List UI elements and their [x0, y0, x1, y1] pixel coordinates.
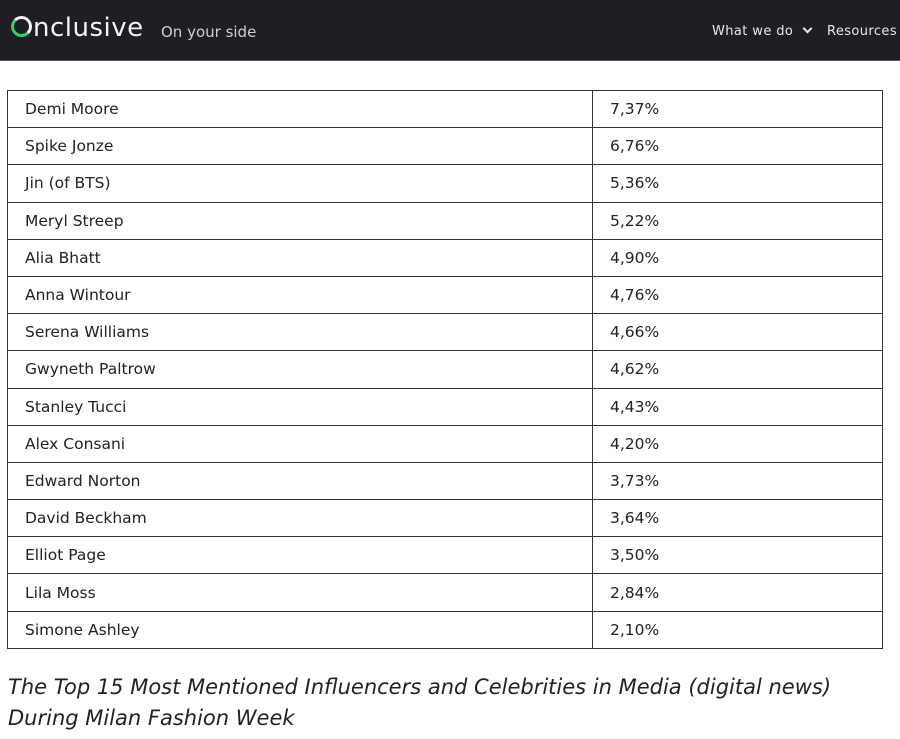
mention-share: 4,90% [592, 238, 883, 277]
celebrity-name: Elliot Page [7, 536, 593, 575]
mention-share: 2,10% [592, 610, 883, 649]
table-row: Elliot Page 3,50% [7, 536, 883, 575]
mention-share: 4,20% [592, 424, 883, 463]
nav-label: What we do [712, 24, 794, 39]
mention-share: 4,43% [592, 387, 883, 426]
table-row: Lila Moss 2,84% [7, 573, 883, 612]
celebrity-name: Spike Jonze [7, 127, 593, 166]
celebrity-name: Jin (of BTS) [7, 164, 593, 203]
table-caption: The Top 15 Most Mentioned Influencers an… [8, 675, 832, 730]
mention-share: 4,76% [592, 275, 883, 315]
table-row: Gwyneth Paltrow 4,62% [7, 350, 883, 389]
mention-share: 3,64% [592, 499, 883, 538]
celebrity-name: Serena Williams [7, 313, 593, 352]
logo-text: nclusive [33, 13, 144, 43]
table-row: Demi Moore 7,37% [7, 89, 883, 129]
mention-share: 6,76% [592, 127, 883, 166]
celebrity-name: Demi Moore [7, 89, 593, 129]
table-row: Meryl Streep 5,22% [7, 201, 883, 240]
table-row: Serena Williams 4,66% [7, 313, 883, 352]
celebrity-mentions-table: Demi Moore 7,37% Spike Jonze 6,76% Jin (of B… [7, 89, 883, 649]
mention-share: 5,22% [592, 201, 883, 240]
mention-share: 5,36% [592, 164, 883, 203]
logo-o-icon [11, 16, 32, 37]
mention-share: 4,66% [592, 313, 883, 352]
table-row: Spike Jonze 6,76% [7, 127, 883, 166]
celebrity-name: Meryl Streep [7, 201, 593, 240]
mention-share: 2,84% [592, 573, 883, 612]
onclusive-logo[interactable]: nclusive [11, 13, 144, 43]
celebrity-name: Edward Norton [7, 461, 593, 501]
celebrity-name: Lila Moss [7, 573, 593, 612]
table-row: Simone Ashley 2,10% [7, 610, 883, 649]
celebrity-name: Stanley Tucci [7, 387, 593, 426]
celebrity-name: Simone Ashley [7, 610, 593, 649]
nav-resources[interactable]: Resources [827, 24, 897, 39]
table-row: Jin (of BTS) 5,36% [7, 164, 883, 203]
site-header: nclusive On your side What we do Resourc… [0, 0, 900, 61]
tagline: On your side [161, 23, 257, 41]
celebrity-name: Anna Wintour [7, 275, 593, 315]
table-row: Edward Norton 3,73% [7, 461, 883, 501]
table-row: Anna Wintour 4,76% [7, 275, 883, 315]
table-row: Alia Bhatt 4,90% [7, 238, 883, 277]
table-row: David Beckham 3,64% [7, 499, 883, 538]
mention-share: 3,50% [592, 536, 883, 575]
celebrity-name: Alia Bhatt [7, 238, 593, 277]
celebrity-name: Alex Consani [7, 424, 593, 463]
chevron-down-icon [802, 23, 813, 34]
nav-what-we-do[interactable]: What we do [712, 23, 813, 39]
mention-share: 7,37% [592, 89, 883, 129]
table-row: Alex Consani 4,20% [7, 424, 883, 463]
table-row: Stanley Tucci 4,43% [7, 387, 883, 426]
mention-share: 3,73% [592, 461, 883, 501]
celebrity-name: David Beckham [7, 499, 593, 538]
mention-share: 4,62% [592, 350, 883, 389]
celebrity-name: Gwyneth Paltrow [7, 350, 593, 389]
